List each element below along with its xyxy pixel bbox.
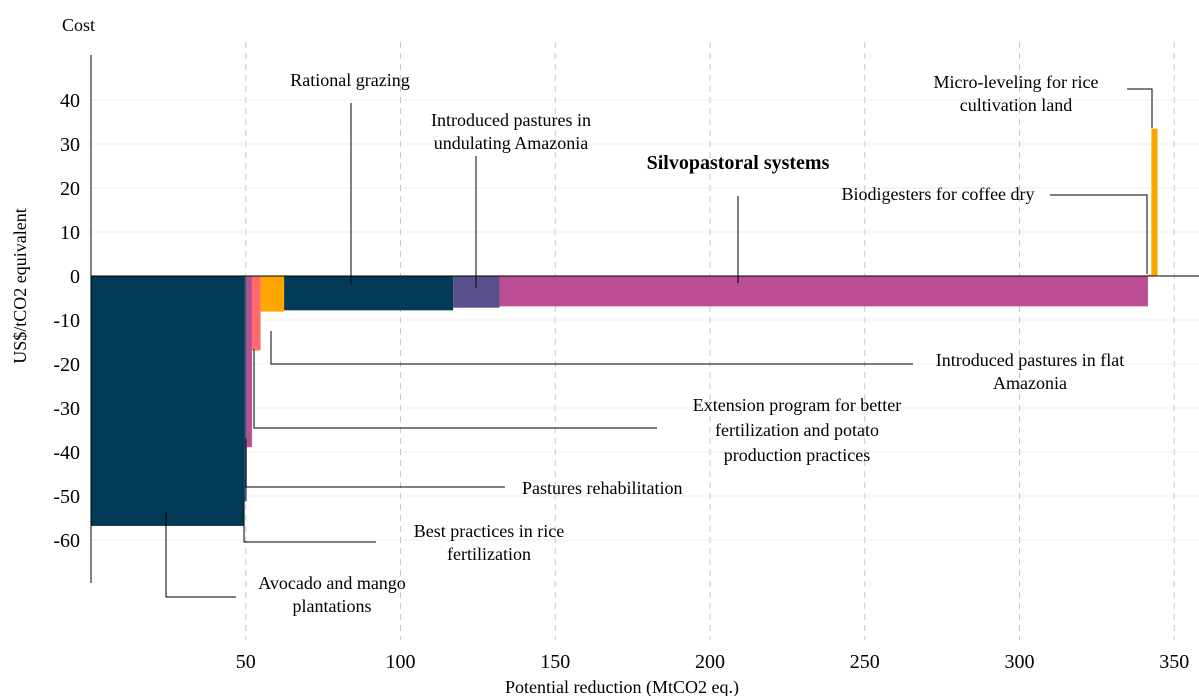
y-tick-label: 0 — [70, 266, 80, 288]
annotation-line: Micro-leveling for rice — [934, 72, 1099, 92]
annotation-label: Avocado and mango plantations — [258, 573, 406, 616]
annotation-line: Silvopastoral systems — [647, 152, 830, 174]
bar-micro-leveling-for-rice-cultivation-land — [1151, 128, 1158, 276]
bar-rational-grazing — [284, 276, 454, 311]
leader-line — [245, 438, 505, 488]
y-tick-label: -10 — [53, 310, 80, 332]
y-tick-label: 20 — [60, 178, 80, 200]
bar-biodigesters-for-coffee-dry — [1147, 274, 1152, 276]
x-tick-label: 250 — [850, 651, 880, 673]
y-tick-label: 30 — [60, 134, 80, 156]
annotation-line: Amazonia — [993, 373, 1067, 393]
leader-line — [253, 349, 657, 429]
leader-line — [270, 331, 913, 365]
annotation-line: Avocado and mango — [258, 573, 406, 593]
y-axis-title: US$/tCO2 equivalent — [10, 208, 30, 364]
leader-line — [243, 501, 376, 543]
y-tick-label: -30 — [53, 398, 80, 420]
annotation-line: Biodigesters for coffee dry — [841, 184, 1034, 204]
bar-introduced-pastures-in-flat-amazonia — [260, 276, 285, 312]
annotation-line: Pastures rehabilitation — [522, 478, 682, 498]
x-axis-title: Potential reduction (MtCO2 eq.) — [505, 677, 739, 696]
annotation-label: Silvopastoral systems — [647, 152, 830, 174]
bar-extension-program-for-better-fertilization-and-potato-production-practices — [251, 276, 261, 351]
bar-best-practices-in-rice-fertilization — [244, 276, 247, 502]
y-tick-label: -40 — [53, 442, 80, 464]
annotation-line: undulating Amazonia — [434, 133, 588, 153]
y-tick-label: -60 — [53, 530, 80, 552]
x-tick-label: 200 — [695, 651, 725, 673]
annotation-label: Extension program for better fertilizatio… — [693, 395, 901, 465]
annotation-label: Pastures rehabilitation — [522, 478, 682, 498]
bars — [91, 128, 1158, 526]
bar-silvopastoral-systems — [499, 276, 1148, 307]
annotation-line: production practices — [724, 445, 870, 465]
annotation-line: fertilization and potato — [715, 420, 879, 440]
y-tick-label: -50 — [53, 486, 80, 508]
axes: Cost US$/tCO2 equivalent Potential reduc… — [10, 15, 1199, 696]
x-tick-label: 100 — [386, 651, 416, 673]
bar-pastures-rehabilitation — [246, 276, 252, 448]
bar-avocado-and-mango-plantations — [91, 276, 245, 526]
y-tick-label: -20 — [53, 354, 80, 376]
annotation-line: fertilization — [447, 544, 531, 564]
annotations: Avocado and mango plantations Best practic… — [165, 70, 1153, 616]
leader-line — [1127, 88, 1153, 128]
annotation-line: Extension program for better — [693, 395, 901, 415]
x-tick-label: 300 — [1005, 651, 1035, 673]
x-tick-label: 350 — [1159, 651, 1189, 673]
annotation-label: Micro-leveling for rice cultivation land — [934, 72, 1099, 115]
x-tick-label: 150 — [540, 651, 570, 673]
annotation-line: Best practices in rice — [414, 521, 564, 541]
annotation-label: Rational grazing — [290, 70, 409, 90]
annotation-line: Introduced pastures in flat — [936, 350, 1124, 370]
leader-line — [165, 512, 236, 598]
annotation-line: cultivation land — [960, 95, 1072, 115]
annotation-label: Biodigesters for coffee dry — [841, 184, 1034, 204]
annotation-label: Best practices in rice fertilization — [414, 521, 564, 564]
x-tick-label: 50 — [236, 651, 256, 673]
y-tick-label: 40 — [60, 90, 80, 112]
annotation-line: plantations — [293, 596, 372, 616]
cost-label: Cost — [62, 15, 95, 35]
annotation-line: Introduced pastures in — [431, 110, 591, 130]
annotation-line: Rational grazing — [290, 70, 409, 90]
y-tick-label: 10 — [60, 222, 80, 244]
annotation-label: Introduced pastures in flat Amazonia — [936, 350, 1124, 393]
annotation-label: Introduced pastures in undulating Amazoni… — [431, 110, 591, 153]
leader-line — [1050, 194, 1148, 274]
